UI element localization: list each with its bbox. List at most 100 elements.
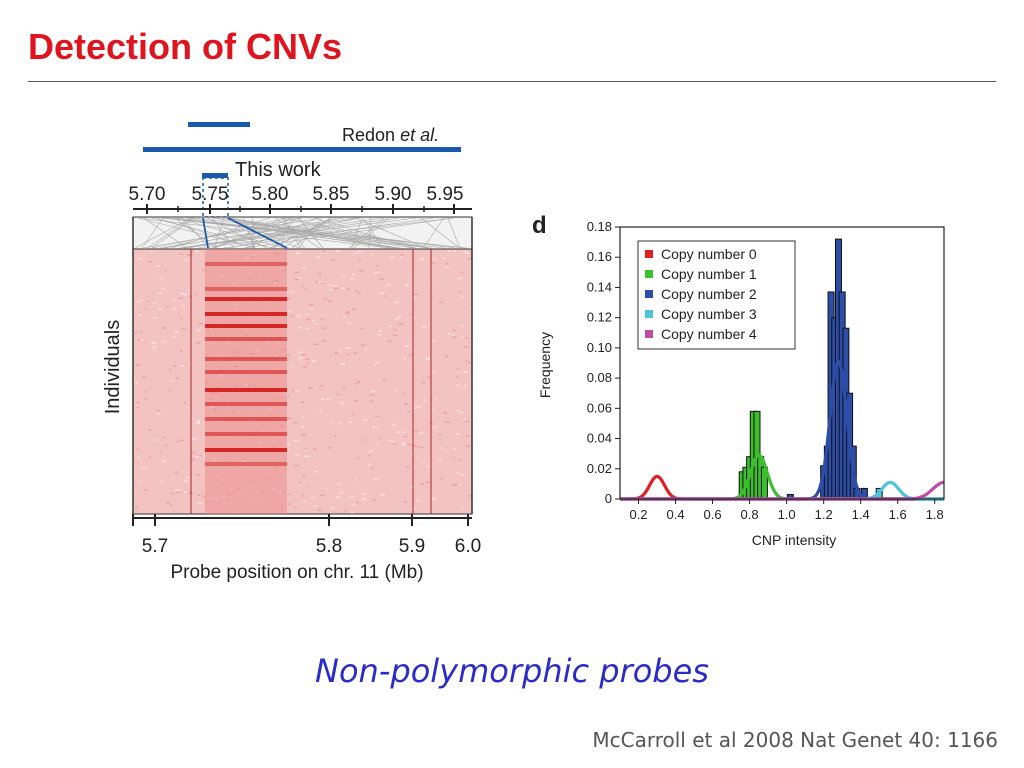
heat-speckle [251,480,255,483]
heat-speckle [143,489,148,491]
heat-speckle [273,440,277,443]
heat-speckle [172,365,176,367]
mapping-line [179,217,383,249]
heat-speckle [335,250,341,252]
heat-speckle [386,283,391,286]
mapping-line [275,217,320,249]
heat-speckle [142,340,146,342]
x-axis-label: Probe position on chr. 11 (Mb) [170,562,423,583]
heat-speckle [360,327,364,330]
heat-speckle [212,409,217,411]
heat-speckle [334,287,339,290]
heat-speckle [261,273,265,276]
heat-speckle [463,385,467,388]
heat-speckle [357,250,361,253]
heat-speckle [226,493,232,496]
heat-speckle [438,433,442,436]
heat-speckle [358,259,362,262]
heat-speckle [327,446,332,449]
heat-speckle [225,461,230,463]
heat-speckle [399,256,403,258]
heat-speckle [467,361,471,364]
heat-speckle [156,413,161,415]
heat-speckle [294,271,300,274]
heat-speckle [214,392,219,394]
heat-speckle [179,365,184,367]
heat-speckle [215,386,219,389]
heat-speckle [372,498,376,501]
heat-speckle [137,339,140,341]
heat-speckle [308,304,314,306]
mapping-line [282,217,331,249]
x-tick-label: 1.4 [852,507,870,522]
heat-speckle [462,418,467,420]
heat-speckle [353,352,358,355]
heat-speckle [467,495,472,497]
x-tick-label: 1.2 [815,507,833,522]
heat-speckle [392,334,398,337]
mapping-line [147,217,193,249]
slide-subtitle: Non-polymorphic probes [315,652,709,690]
y-tick-label: 0.06 [587,400,612,415]
heat-speckle [372,426,378,429]
heat-speckle [444,355,448,358]
heat-speckle [153,302,156,305]
heat-speckle [298,326,303,329]
chart-y-label: Frequency [537,332,553,398]
heat-speckle [244,383,248,386]
heat-speckle [288,310,292,312]
mapping-line [180,217,399,249]
heat-speckle [159,278,162,281]
mapping-line [223,217,434,249]
heat-speckle [339,350,342,353]
heat-speckle [314,504,318,507]
heat-speckle [322,250,326,253]
heat-speckle [209,341,212,344]
heat-speckle [317,509,322,511]
heat-speckle [244,335,249,337]
heat-speckle [403,443,407,446]
heat-speckle [321,339,327,342]
heat-speckle [316,256,321,258]
heat-speckle [293,439,299,442]
heat-speckle [330,259,336,261]
heat-speckle [301,434,306,436]
legend: Copy number 0 Copy number 1 Copy number … [637,240,796,350]
heat-speckle [171,335,176,338]
heat-speckle [196,421,201,423]
heat-speckle [447,250,451,253]
heat-speckle [138,481,141,483]
heat-speckle [457,367,460,370]
heat-speckle [456,384,460,387]
mapping-line [314,217,414,249]
mapping-line [180,217,211,249]
top-axis: 5.70 5.75 5.80 5.85 5.90 5.95 [129,184,472,214]
heat-speckle [468,257,472,260]
heat-speckle [174,331,179,333]
heat-speckle [175,377,179,380]
heat-speckle [281,348,287,351]
heat-speckle [349,278,354,280]
heat-speckle [135,506,139,508]
heat-speckle [469,307,473,310]
heat-speckle [182,305,185,307]
heat-speckle [311,360,317,362]
heat-speckle [354,478,358,481]
heat-speckle [358,250,363,253]
heat-speckle [320,398,325,401]
heat-speckle [324,297,328,300]
heat-speckle [258,442,263,444]
heat-speckle [356,457,360,459]
heat-speckle [343,316,346,319]
heat-speckle [400,254,404,256]
heat-speckle [335,496,341,498]
mapping-line [143,217,187,249]
heat-speckle [318,273,322,275]
heat-speckle [452,457,455,459]
heat-speckle [373,364,376,366]
heat-speckle [273,466,278,468]
heat-speckle [169,389,172,391]
heat-speckle [465,445,470,448]
heat-speckle [294,506,297,509]
legend-label: Copy number 1 [661,266,757,282]
